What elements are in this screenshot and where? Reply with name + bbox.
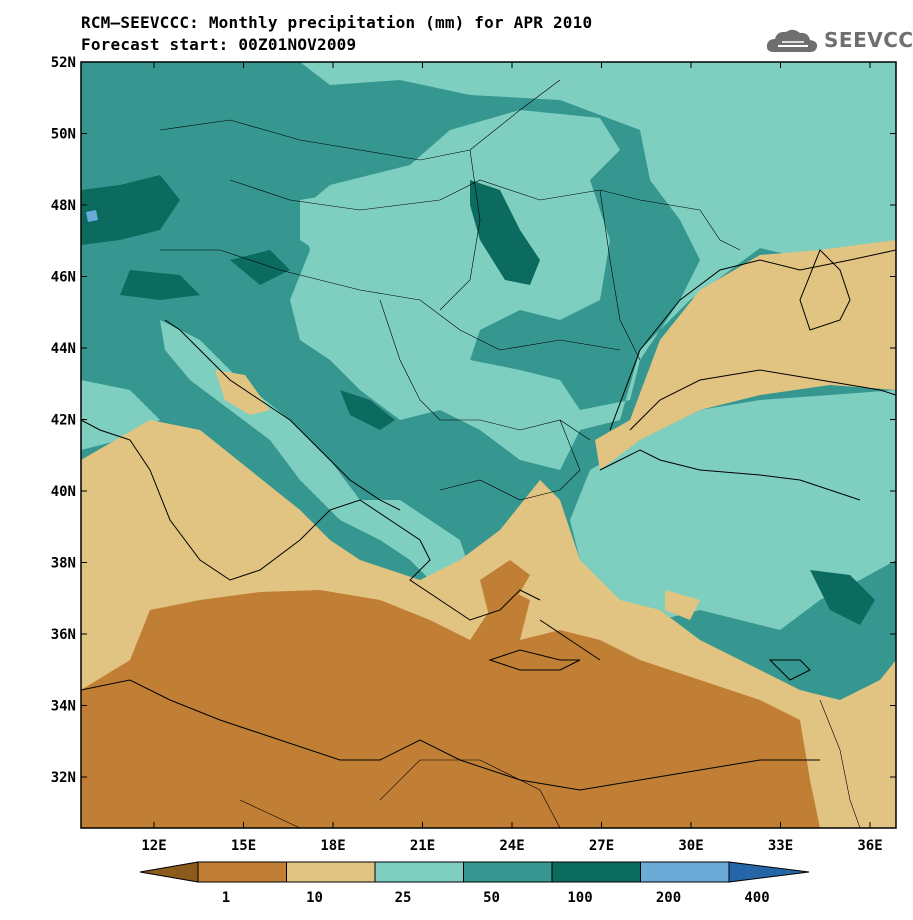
map-title: RCM–SEEVCCC: Monthly precipitation (mm) … <box>81 13 593 32</box>
lat-label: 40N <box>51 484 76 500</box>
colorbar-segment <box>139 861 199 883</box>
lat-label: 42N <box>51 413 76 429</box>
lon-label: 36E <box>857 838 882 854</box>
coastlines <box>81 249 896 791</box>
colorbar-segment <box>197 861 287 883</box>
lon-label: 30E <box>678 838 703 854</box>
forecast-start-label: Forecast start: 00Z01NOV2009 <box>81 35 357 54</box>
lat-label: 32N <box>51 770 76 786</box>
colorbar-label: 10 <box>306 890 323 906</box>
colorbar-label: 100 <box>567 890 592 906</box>
precip-fields <box>81 62 896 828</box>
colorbar-segment <box>286 861 376 883</box>
lat-label: 36N <box>51 627 76 643</box>
cloud-icon <box>766 29 818 52</box>
lat-label: 46N <box>51 270 76 286</box>
colorbar-segment <box>640 861 730 883</box>
lat-label: 48N <box>51 198 76 214</box>
longitude-axis: 12E 15E 18E 21E 24E 27E 30E 33E 36E <box>141 62 883 854</box>
logo-text: SEEVCCC <box>824 28 913 52</box>
lon-label: 24E <box>499 838 524 854</box>
lon-label: 27E <box>589 838 614 854</box>
lon-label: 18E <box>320 838 345 854</box>
lat-label: 34N <box>51 699 76 715</box>
colorbar-segment <box>463 861 553 883</box>
lat-label: 50N <box>51 127 76 143</box>
plot-frame <box>80 61 897 829</box>
colorbar-label: 25 <box>395 890 412 906</box>
latitude-axis: 52N 50N 48N 46N 44N 42N 40N 38N 36N 34N 32N <box>51 55 896 786</box>
lat-label: 44N <box>51 341 76 357</box>
colorbar-label: 400 <box>744 890 769 906</box>
lat-label: 52N <box>51 55 76 71</box>
colorbar-label: 50 <box>483 890 500 906</box>
colorbar-segment <box>551 861 641 883</box>
colorbar-label: 1 <box>222 890 230 906</box>
lon-label: 15E <box>231 838 256 854</box>
colorbar-label: 200 <box>656 890 681 906</box>
colorbar-legend: 1 10 25 50 100 200 400 <box>139 861 810 906</box>
lat-label: 38N <box>51 556 76 572</box>
lon-label: 21E <box>410 838 435 854</box>
colorbar-segment <box>728 861 810 883</box>
country-borders <box>159 79 861 828</box>
lon-label: 33E <box>768 838 793 854</box>
colorbar-segment <box>374 861 464 883</box>
lon-label: 12E <box>141 838 166 854</box>
